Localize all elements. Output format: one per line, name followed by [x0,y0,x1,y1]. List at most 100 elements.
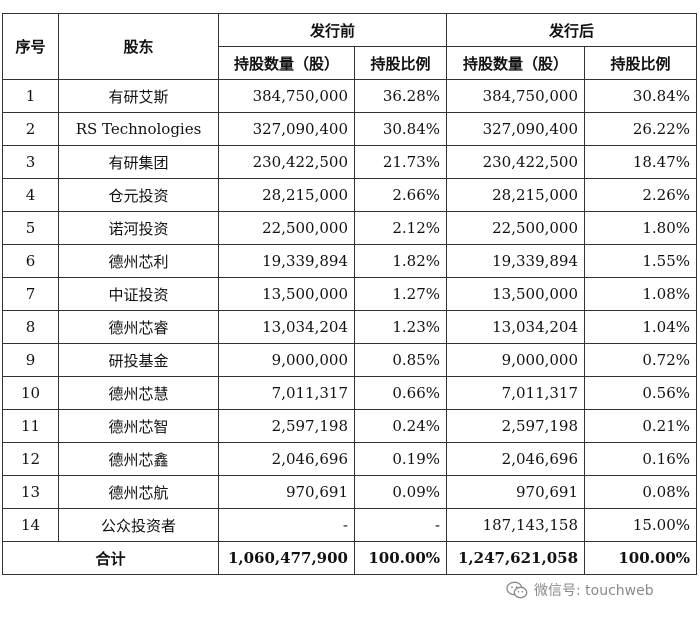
cell-after-shares: 13,500,000 [446,277,586,311]
cell-before-shares: - [218,508,355,542]
total-row: 合计 1,060,477,900 100.00% 1,247,621,058 1… [2,541,698,575]
cell-seq: 5 [2,211,59,245]
header-after: 发行后 [446,13,698,47]
total-after-shares: 1,247,621,058 [446,541,586,575]
cell-after-shares: 327,090,400 [446,112,586,146]
cell-before-ratio: 2.12% [353,211,448,245]
table-row: 7 中证投资 13,500,000 1.27% 13,500,000 1.08% [2,277,698,311]
cell-after-ratio: 1.04% [584,310,698,344]
cell-before-shares: 13,034,204 [218,310,355,344]
cell-holder: RS Technologies [58,112,219,146]
table-row: 8 德州芯睿 13,034,204 1.23% 13,034,204 1.04% [2,310,698,344]
table-row: 13 德州芯航 970,691 0.09% 970,691 0.08% [2,475,698,509]
cell-holder: 德州芯睿 [58,310,219,344]
cell-before-shares: 327,090,400 [218,112,355,146]
header-before: 发行前 [217,13,448,47]
cell-seq: 4 [2,178,59,212]
table-row: 1 有研艾斯 384,750,000 36.28% 384,750,000 30.84% [2,79,698,113]
cell-after-ratio: 0.16% [584,442,698,476]
watermark: 微信号: touchweb [506,580,654,600]
cell-before-ratio: 36.28% [353,79,448,113]
total-after-ratio: 100.00% [584,541,698,575]
cell-before-shares: 7,011,317 [218,376,355,410]
cell-after-ratio: 2.26% [584,178,698,212]
cell-after-ratio: 18.47% [584,145,698,179]
table-row: 4 仓元投资 28,215,000 2.66% 28,215,000 2.26% [2,178,698,212]
cell-seq: 11 [2,409,59,443]
header-before-shares: 持股数量（股） [218,46,355,80]
cell-after-shares: 970,691 [446,475,586,509]
cell-seq: 7 [2,277,59,311]
total-label: 合计 [2,541,219,575]
header-seq: 序号 [2,13,59,80]
cell-before-ratio: - [353,508,448,542]
table-row: 14 公众投资者 - -187,143,158 15.00% [2,508,698,542]
cell-before-ratio: 1.27% [353,277,448,311]
cell-holder: 诺河投资 [58,211,219,245]
cell-holder: 德州芯利 [58,244,219,278]
cell-before-shares: 13,500,000 [218,277,355,311]
cell-before-shares: 28,215,000 [218,178,355,212]
cell-before-shares: 9,000,000 [218,343,355,377]
cell-before-shares: 19,339,894 [218,244,355,278]
header-before-ratio: 持股比例 [353,46,448,80]
cell-seq: 13 [2,475,59,509]
total-before-shares: 1,060,477,900 [218,541,355,575]
watermark-text: 微信号: touchweb [534,583,654,599]
cell-after-shares: 2,597,198 [446,409,586,443]
cell-after-ratio: 0.56% [584,376,698,410]
cell-before-ratio: 2.66% [353,178,448,212]
cell-seq: 1 [2,79,59,113]
cell-seq: 12 [2,442,59,476]
cell-seq: 2 [2,112,59,146]
wechat-icon [506,581,528,599]
cell-before-ratio: 0.85% [353,343,448,377]
cell-before-shares: 2,597,198 [218,409,355,443]
cell-before-shares: 384,750,000 [218,79,355,113]
cell-before-ratio: 21.73% [353,145,448,179]
cell-holder: 德州芯智 [58,409,219,443]
cell-after-shares: 13,034,204 [446,310,586,344]
cell-holder: 仓元投资 [58,178,219,212]
cell-after-shares: 2,046,696 [446,442,586,476]
cell-after-shares: 7,011,317 [446,376,586,410]
table-row: 12 德州芯鑫 2,046,696 0.19% 2,046,696 0.16% [2,442,698,476]
header-holder: 股东 [58,13,219,80]
table-row: 2 RS Technologies 327,090,400 30.84% 327,090… [2,112,698,146]
cell-after-ratio: 26.22% [584,112,698,146]
cell-before-shares: 2,046,696 [218,442,355,476]
cell-before-ratio: 0.66% [353,376,448,410]
cell-holder: 德州芯鑫 [58,442,219,476]
table-row: 5 诺河投资 22,500,000 2.12% 22,500,000 1.80% [2,211,698,245]
cell-before-ratio: 0.19% [353,442,448,476]
cell-after-shares: 187,143,158 [446,508,586,542]
cell-after-ratio: 1.80% [584,211,698,245]
cell-after-ratio: 0.21% [584,409,698,443]
cell-holder: 中证投资 [58,277,219,311]
table-row: 9 研投基金 9,000,000 0.85% 9,000,000 0.72% [2,343,698,377]
cell-before-shares: 970,691 [218,475,355,509]
cell-after-ratio: 0.08% [584,475,698,509]
cell-after-ratio: 1.08% [584,277,698,311]
shareholding-table: 序号 股东 发行前 发行后 持股数量（股） 持股比例 持股数量（股） 持股比例 … [2,13,698,575]
cell-after-shares: 28,215,000 [446,178,586,212]
cell-seq: 9 [2,343,59,377]
cell-holder: 德州芯航 [58,475,219,509]
cell-after-ratio: 1.55% [584,244,698,278]
cell-before-ratio: 1.82% [353,244,448,278]
table-row: 6 德州芯利 19,339,894 1.82% 19,339,894 1.55% [2,244,698,278]
cell-holder: 德州芯慧 [58,376,219,410]
cell-holder: 有研集团 [58,145,219,179]
cell-seq: 3 [2,145,59,179]
cell-seq: 10 [2,376,59,410]
cell-holder: 研投基金 [58,343,219,377]
cell-seq: 6 [2,244,59,278]
cell-after-ratio: 15.00% [584,508,698,542]
table-row: 10 德州芯慧 7,011,317 0.66% 7,011,317 0.56% [2,376,698,410]
cell-before-ratio: 1.23% [353,310,448,344]
cell-holder: 有研艾斯 [58,79,219,113]
cell-after-shares: 22,500,000 [446,211,586,245]
header-after-ratio: 持股比例 [584,46,698,80]
table-row: 11 德州芯智 2,597,198 0.24% 2,597,198 0.21% [2,409,698,443]
cell-before-ratio: 0.09% [353,475,448,509]
